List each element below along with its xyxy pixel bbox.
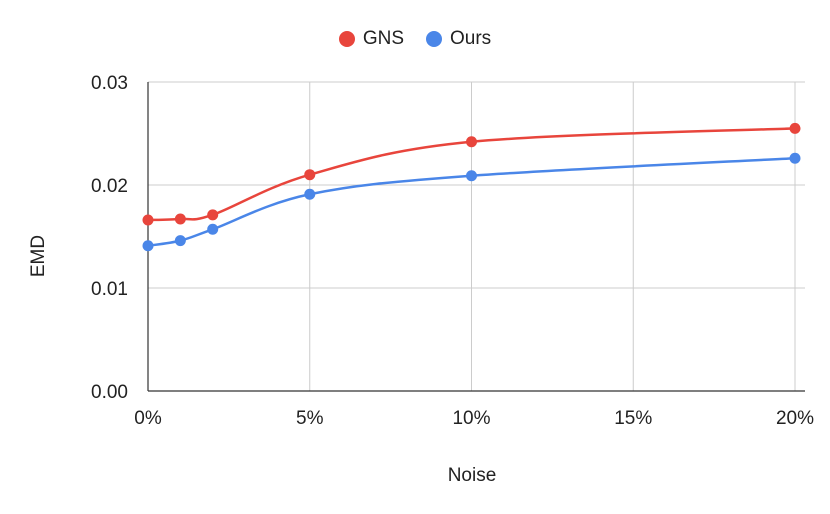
- data-point-ours: [174, 235, 186, 247]
- legend-marker-gns: [338, 31, 355, 47]
- data-point-ours: [789, 152, 801, 164]
- y-tick-label: 0.00: [91, 382, 128, 403]
- y-tick-label: 0.02: [91, 176, 128, 197]
- y-tick-label: 0.03: [91, 73, 128, 94]
- data-point-gns: [466, 136, 477, 148]
- data-point-ours: [304, 188, 316, 200]
- legend: GNS Ours: [0, 28, 830, 50]
- legend-label-ours: Ours: [450, 28, 492, 49]
- x-axis-title: Noise: [447, 465, 497, 486]
- data-point-gns: [789, 122, 801, 134]
- x-tick-label: 5%: [296, 408, 324, 429]
- data-point-ours: [207, 223, 219, 235]
- data-point-gns: [174, 213, 186, 225]
- data-point-ours: [142, 240, 154, 252]
- y-axis-title: EMD: [28, 234, 49, 278]
- legend-item-gns[interactable]: GNS: [338, 28, 404, 50]
- x-tick-label: 10%: [452, 408, 490, 429]
- data-point-gns: [304, 169, 316, 181]
- data-point-gns: [207, 209, 219, 221]
- legend-item-ours[interactable]: Ours: [426, 28, 491, 50]
- y-tick-label: 0.01: [91, 279, 128, 300]
- data-point-gns: [142, 214, 154, 226]
- x-tick-label: 20%: [776, 408, 814, 429]
- legend-label-gns: GNS: [362, 28, 404, 49]
- x-tick-label: 0%: [134, 408, 162, 429]
- data-point-ours: [466, 170, 477, 182]
- x-tick-label: 15%: [614, 408, 652, 429]
- legend-marker-ours: [426, 31, 442, 47]
